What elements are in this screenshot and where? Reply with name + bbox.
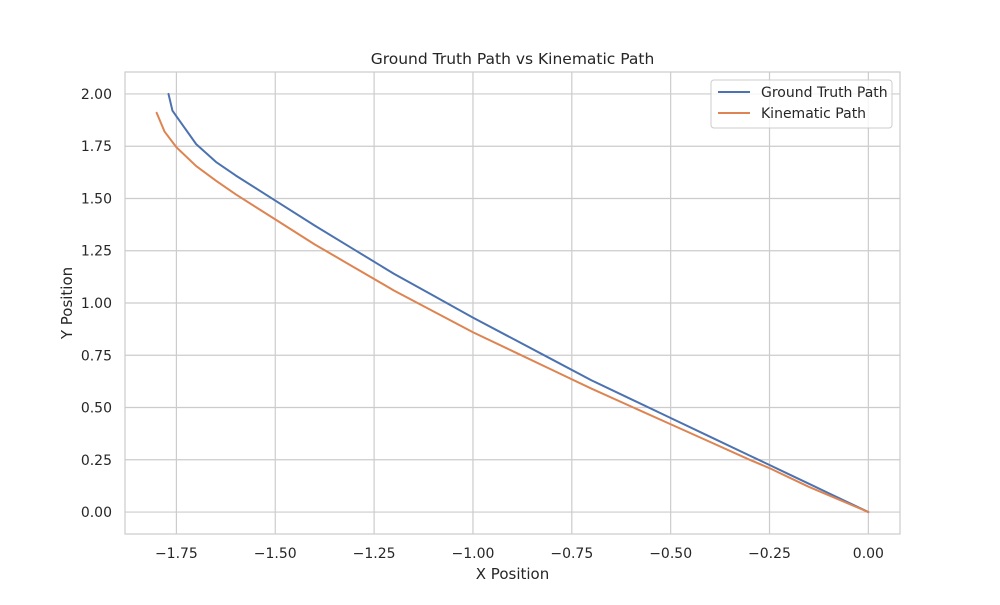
x-tick-label: −0.75: [550, 546, 593, 562]
y-tick-label: 0.75: [81, 348, 112, 364]
legend-box: [710, 79, 893, 129]
x-tick-label: 0.00: [853, 546, 884, 562]
kinematic-path-line: [155, 111, 870, 514]
grid-layer: [125, 72, 900, 534]
y-tick-label: 1.00: [81, 296, 112, 312]
plot-frame: [124, 71, 901, 535]
x-tick-label: −1.00: [452, 546, 495, 562]
x-tick-label: −0.50: [649, 546, 692, 562]
y-tick-label: 1.25: [81, 244, 112, 260]
legend: Ground Truth Path Kinematic Path: [710, 79, 893, 129]
x-tick-label: −1.75: [155, 546, 198, 562]
y-tick-label: 1.50: [81, 191, 112, 207]
y-tick-label: 0.50: [81, 401, 112, 417]
ground-truth-path-line: [167, 92, 870, 514]
y-tick-label: 2.00: [81, 87, 112, 103]
chart-title: Ground Truth Path vs Kinematic Path: [371, 50, 655, 68]
y-tick-label: 0.00: [81, 505, 112, 521]
y-tick-label: 0.25: [81, 453, 112, 469]
legend-label-kinematic: Kinematic Path: [761, 106, 866, 122]
x-tick-label: −1.25: [353, 546, 396, 562]
x-axis-label: X Position: [476, 565, 549, 583]
tick-layer: −1.75 −1.50 −1.25 −1.00 −0.75 −0.50 −0.25 0.00 0…: [81, 87, 884, 562]
legend-label-ground-truth: Ground Truth Path: [761, 85, 888, 101]
y-axis-label: Y Position: [58, 267, 76, 340]
x-tick-label: −0.25: [748, 546, 791, 562]
y-tick-label: 1.75: [81, 139, 112, 155]
series-layer: [155, 92, 870, 514]
x-tick-label: −1.50: [254, 546, 297, 562]
